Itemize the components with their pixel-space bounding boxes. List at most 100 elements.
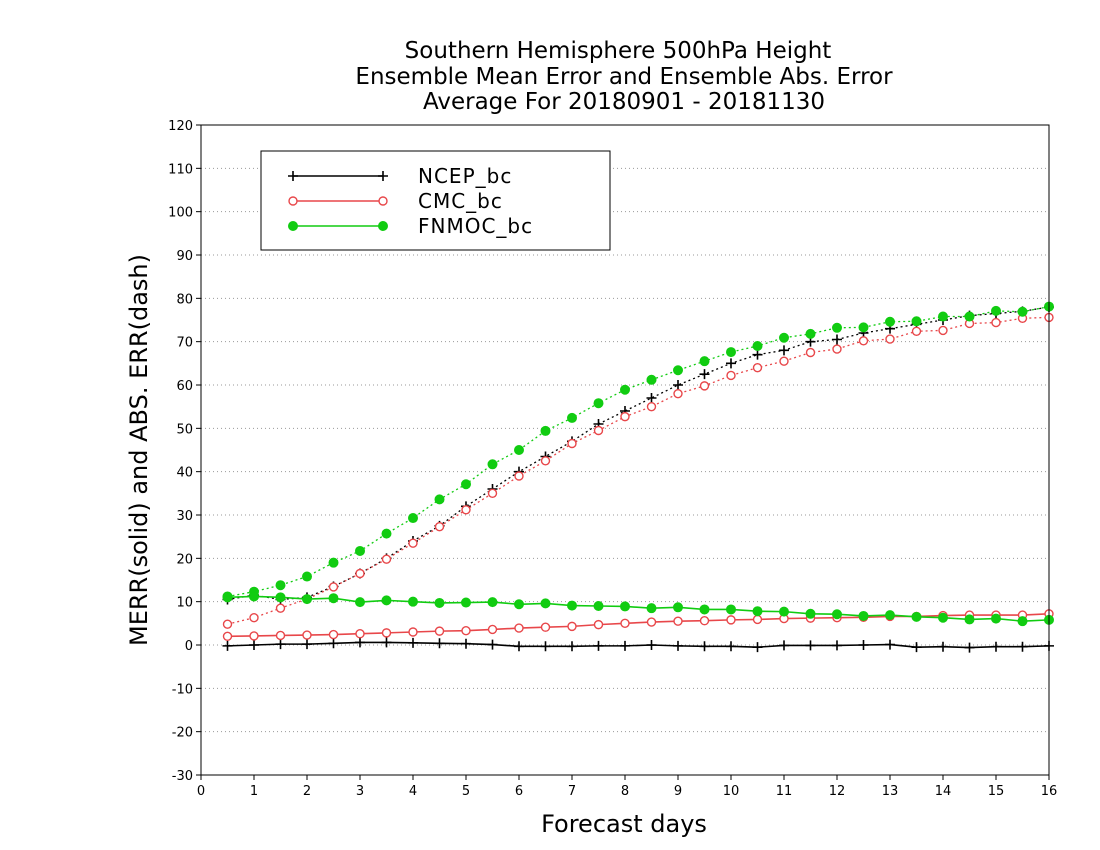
merr-point-fnmoc-bc: [991, 613, 1001, 624]
x-tick-label: 10: [723, 784, 740, 799]
abs-err-point-fnmoc-bc: [1017, 306, 1028, 317]
y-tick-label: 70: [176, 336, 193, 351]
abs-err-point-cmc-bc: [752, 362, 763, 373]
x-tick-label: 15: [988, 784, 1005, 799]
abs-err-point-cmc-bc: [275, 603, 286, 613]
abs-err-point-cmc-bc: [355, 568, 365, 579]
abs-err-point-cmc-bc: [991, 317, 1001, 328]
abs-err-point-fnmoc-bc: [434, 494, 445, 505]
merr-point-fnmoc-bc: [222, 592, 233, 603]
abs-err-point-ncep-bc: [673, 380, 683, 390]
merr-point-cmc-bc: [461, 626, 471, 636]
abs-err-point-cmc-bc: [673, 388, 683, 399]
x-tick-label: 13: [882, 784, 899, 799]
abs-err-point-fnmoc-bc: [487, 459, 498, 470]
merr-point-cmc-bc: [381, 628, 392, 638]
merr-point-fnmoc-bc: [275, 592, 286, 603]
title-line-1: Southern Hemisphere 500hPa Height: [405, 38, 832, 64]
merr-point-fnmoc-bc: [646, 603, 657, 614]
x-tick-label: 2: [303, 784, 311, 799]
abs-err-point-fnmoc-bc: [540, 425, 551, 436]
abs-err-point-cmc-bc: [699, 381, 710, 391]
y-tick-label: 30: [176, 509, 193, 524]
legend-label-cmc-bc: CMC_bc: [418, 189, 503, 213]
y-axis-label: MERR(solid) and ABS. ERR(dash): [125, 254, 153, 646]
merr-point-ncep-bc: [249, 640, 259, 650]
abs-err-point-cmc-bc: [408, 538, 418, 548]
merr-point-cmc-bc: [620, 618, 630, 629]
abs-err-point-fnmoc-bc: [593, 398, 604, 409]
merr-point-cmc-bc: [355, 629, 365, 639]
merr-point-ncep-bc: [885, 639, 895, 650]
merr-point-cmc-bc: [328, 629, 339, 640]
merr-point-fnmoc-bc: [249, 591, 259, 602]
abs-err-point-cmc-bc: [885, 334, 895, 344]
merr-point-ncep-bc: [726, 641, 736, 652]
y-tick-label: 20: [176, 552, 193, 567]
y-tick-label: -10: [172, 682, 193, 697]
merr-point-ncep-bc: [911, 642, 922, 653]
merr-point-fnmoc-bc: [328, 593, 339, 604]
merr-point-cmc-bc: [726, 615, 736, 625]
x-tick-label: 4: [409, 784, 417, 799]
abs-err-point-cmc-bc: [514, 471, 524, 481]
abs-err-point-cmc-bc: [434, 522, 445, 532]
y-tick-label: 60: [176, 379, 193, 394]
abs-err-point-cmc-bc: [779, 356, 789, 366]
abs-err-point-fnmoc-bc: [991, 305, 1001, 316]
merr-point-fnmoc-bc: [805, 608, 816, 619]
merr-point-ncep-bc: [328, 638, 339, 649]
abs-err-point-cmc-bc: [487, 488, 498, 499]
x-tick-label: 0: [197, 784, 205, 799]
abs-err-point-fnmoc-bc: [964, 311, 975, 322]
legend-marker-ncep-bc: [288, 171, 298, 181]
x-tick-label: 8: [621, 784, 629, 799]
abs-err-point-cmc-bc: [593, 425, 604, 436]
abs-err-point-fnmoc-bc: [514, 445, 524, 455]
legend-marker-fnmoc-bc: [378, 221, 388, 231]
abs-err-line-cmc-bc: [227, 316, 1050, 625]
merr-point-fnmoc-bc: [938, 612, 948, 623]
merr-point-fnmoc-bc: [964, 614, 975, 625]
merr-point-cmc-bc: [567, 621, 577, 632]
merr-point-cmc-bc: [275, 630, 286, 641]
merr-point-cmc-bc: [593, 619, 604, 630]
legend-marker-cmc-bc: [288, 196, 298, 206]
merr-point-fnmoc-bc: [381, 595, 392, 606]
x-tick-label: 1: [250, 784, 258, 799]
x-tick-label: 14: [935, 784, 952, 799]
abs-err-point-fnmoc-bc: [699, 356, 710, 367]
abs-err-point-fnmoc-bc: [938, 311, 948, 322]
abs-err-point-fnmoc-bc: [779, 332, 789, 343]
merr-point-ncep-bc: [964, 642, 975, 653]
abs-err-point-fnmoc-bc: [673, 365, 683, 376]
merr-point-fnmoc-bc: [567, 600, 577, 611]
x-tick-label: 7: [568, 784, 576, 799]
y-tick-label: 10: [176, 596, 193, 611]
merr-point-ncep-bc: [514, 641, 524, 652]
merr-point-ncep-bc: [938, 641, 948, 652]
y-tick-label: 110: [168, 162, 193, 177]
abs-err-point-cmc-bc: [911, 326, 922, 336]
merr-point-cmc-bc: [699, 616, 710, 626]
merr-point-ncep-bc: [275, 639, 286, 650]
y-tick-label: 120: [168, 119, 193, 134]
merr-point-fnmoc-bc: [885, 610, 895, 621]
merr-point-ncep-bc: [699, 641, 710, 652]
merr-point-fnmoc-bc: [302, 594, 312, 605]
abs-err-point-fnmoc-bc: [805, 328, 816, 339]
merr-point-fnmoc-bc: [461, 597, 471, 608]
y-tick-label: 0: [185, 639, 193, 654]
merr-point-ncep-bc: [222, 640, 233, 651]
series-group: [222, 301, 1054, 653]
abs-err-point-cmc-bc: [567, 438, 577, 449]
merr-point-cmc-bc: [540, 622, 551, 632]
merr-point-ncep-bc: [567, 641, 577, 652]
abs-err-point-ncep-bc: [832, 334, 842, 345]
abs-err-point-fnmoc-bc: [302, 571, 312, 582]
abs-err-point-cmc-bc: [858, 336, 869, 346]
abs-err-point-ncep-bc: [699, 369, 710, 380]
merr-point-cmc-bc: [222, 631, 233, 642]
merr-point-fnmoc-bc: [1017, 616, 1028, 627]
